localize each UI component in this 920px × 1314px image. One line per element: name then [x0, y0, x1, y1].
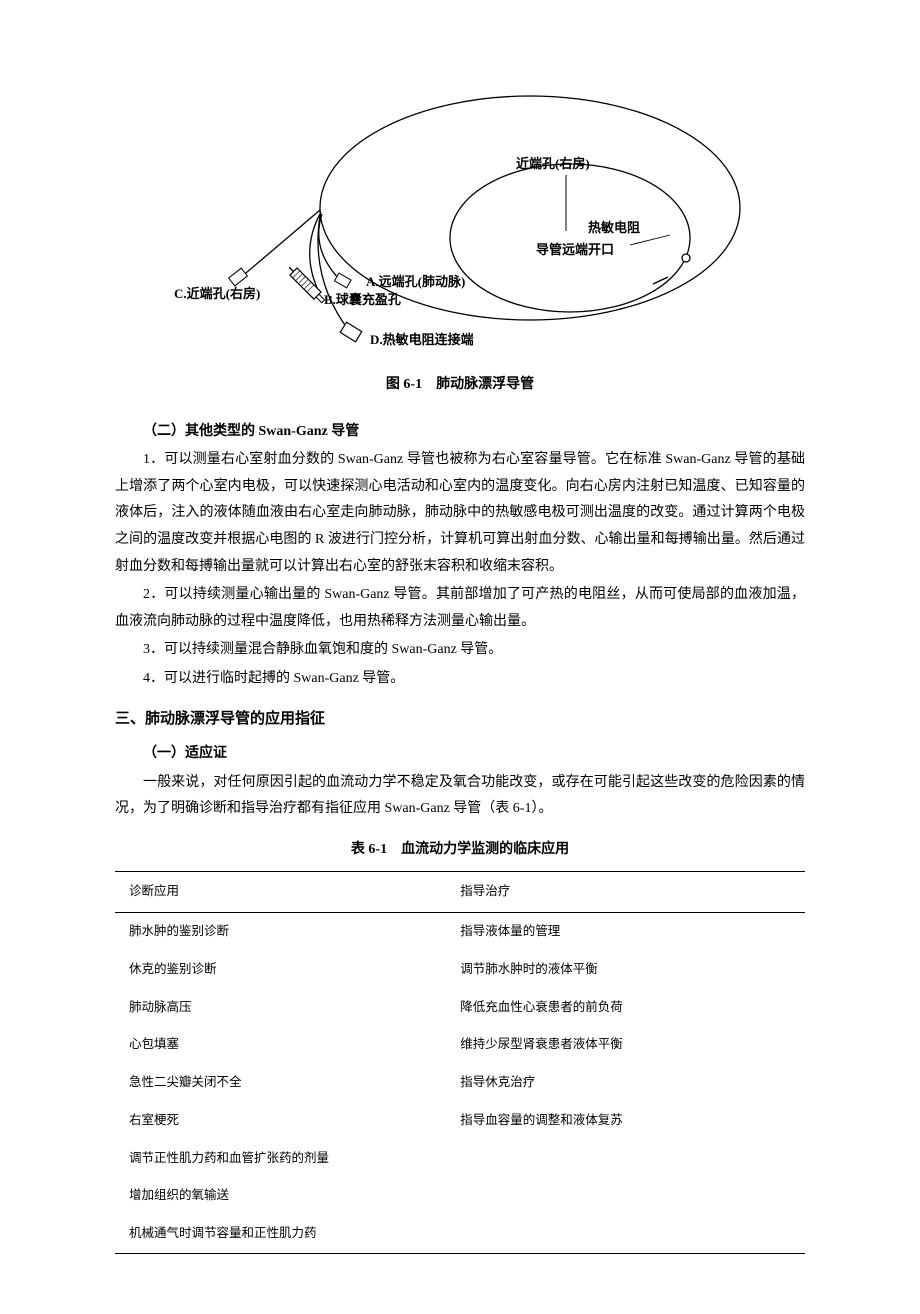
heading-indications: 三、肺动脉漂浮导管的应用指征: [115, 705, 805, 734]
table-row: 机械通气时调节容量和正性肌力药: [115, 1215, 805, 1253]
clinical-applications-table: 诊断应用 指导治疗 肺水肿的鉴别诊断 指导液体量的管理 休克的鉴别诊断 调节肺水…: [115, 871, 805, 1254]
label-d: D.热敏电阻连接端: [370, 332, 474, 347]
table-row: 调节正性肌力药和血管扩张药的剂量: [115, 1140, 805, 1178]
label-c: C.近端孔(右房): [174, 286, 260, 301]
para-2: 2．可以持续测量心输出量的 Swan-Ganz 导管。其前部增加了可产热的电阻丝…: [115, 582, 805, 635]
figure-caption: 图 6-1 肺动脉漂浮导管: [115, 372, 805, 399]
label-thermistor: 热敏电阻: [588, 220, 640, 235]
heading-adaptations: （一）适应证: [115, 741, 805, 768]
table-row: 休克的鉴别诊断 调节肺水肿时的液体平衡: [115, 951, 805, 989]
para-1: 1．可以测量右心室射血分数的 Swan-Ganz 导管也被称为右心室容量导管。它…: [115, 447, 805, 580]
catheter-diagram: 近端孔(右房) 热敏电阻 导管远端开口 A.远端孔(肺动脉) B.球囊充盈孔 C…: [115, 80, 805, 360]
th-treatment: 指导治疗: [446, 872, 805, 913]
label-b: B.球囊充盈孔: [324, 292, 401, 307]
para-5: 一般来说，对任何原因引起的血流动力学不稳定及氧合功能改变，或存在可能引起这些改变…: [115, 770, 805, 823]
table-row: 肺水肿的鉴别诊断 指导液体量的管理: [115, 913, 805, 951]
label-proximal-port: 近端孔(右房): [516, 156, 590, 171]
catheter-svg: 近端孔(右房) 热敏电阻 导管远端开口 A.远端孔(肺动脉) B.球囊充盈孔 C…: [170, 80, 750, 360]
table-caption: 表 6-1 血流动力学监测的临床应用: [115, 837, 805, 864]
table-row: 右室梗死 指导血容量的调整和液体复苏: [115, 1102, 805, 1140]
table-row: 肺动脉高压 降低充血性心衰患者的前负荷: [115, 989, 805, 1027]
table-row: 急性二尖瓣关闭不全 指导休克治疗: [115, 1064, 805, 1102]
th-diagnosis: 诊断应用: [115, 872, 446, 913]
para-3: 3．可以持续测量混合静脉血氧饱和度的 Swan-Ganz 导管。: [115, 637, 805, 664]
label-a: A.远端孔(肺动脉): [366, 274, 465, 289]
table-row: 增加组织的氧输送: [115, 1177, 805, 1215]
label-distal-opening: 导管远端开口: [536, 242, 614, 257]
para-4: 4．可以进行临时起搏的 Swan-Ganz 导管。: [115, 666, 805, 693]
table-row: 心包填塞 维持少尿型肾衰患者液体平衡: [115, 1026, 805, 1064]
heading-other-types: （二）其他类型的 Swan-Ganz 导管: [115, 419, 805, 446]
